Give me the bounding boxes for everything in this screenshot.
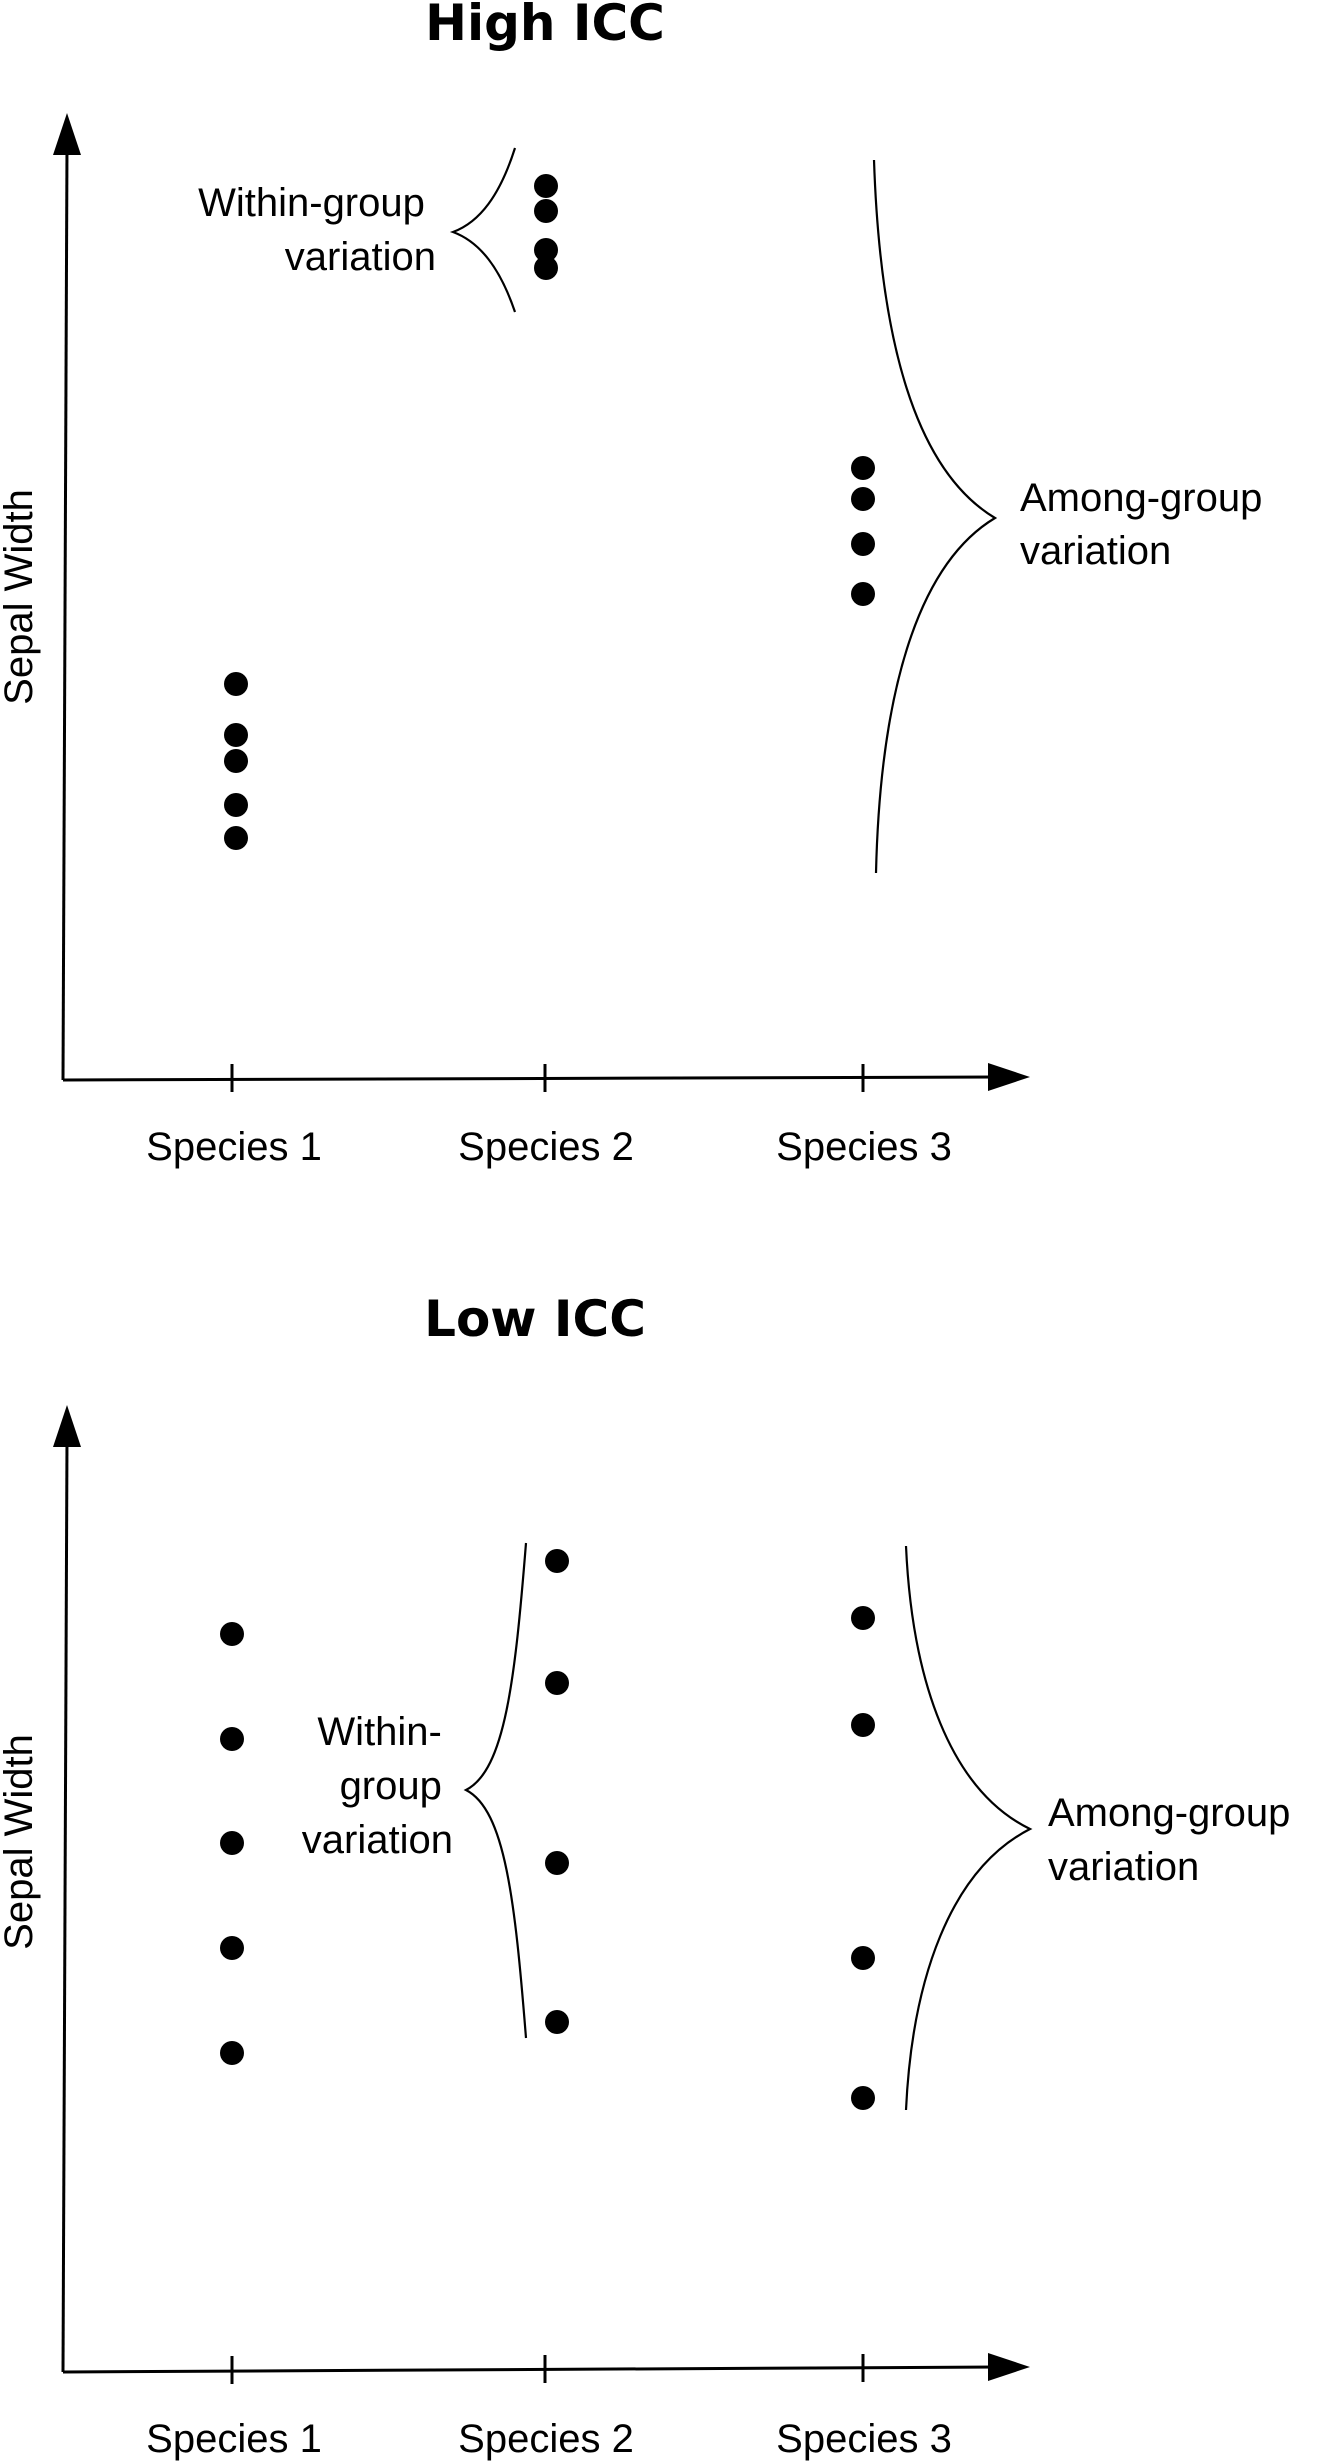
panel-low-icc: Low ICC Species 1 Species 2 Species 3 Se… [0,1290,1302,2461]
data-point [220,2041,244,2065]
y-axis-label: Sepal Width [0,489,41,705]
among-group-label-line: Among-group [1048,1791,1290,1835]
panel-high-icc: High ICC Species 1 Species 2 Species 3 S… [0,0,1274,1169]
data-point [534,199,558,223]
data-point [851,456,875,480]
data-point [534,238,558,262]
x-tick-label: Species 3 [776,1125,952,1169]
y-axis-arrowhead [53,1405,81,1447]
y-axis [61,1437,69,2373]
data-point [220,1936,244,1960]
data-point [545,2010,569,2034]
data-point [545,1851,569,1875]
within-group-label-line: variation [285,235,436,279]
data-point [851,2086,875,2110]
x-axis-arrowhead [988,2353,1030,2381]
y-axis-label: Sepal Width [0,1734,41,1950]
among-group-label-line: Among-group [1020,476,1262,520]
among-group-label-line: variation [1020,529,1171,573]
data-point [220,1622,244,1646]
data-point [224,723,248,747]
data-point [220,1727,244,1751]
within-group-brace [449,147,517,313]
data-point [851,487,875,511]
y-axis-arrowhead [53,113,81,155]
y-axis [61,144,69,1081]
within-group-label-line: variation [302,1818,453,1862]
x-tick-label: Species 3 [776,2417,952,2461]
among-group-label-line: variation [1048,1845,1199,1889]
data-point [224,672,248,696]
x-axis [62,2365,999,2374]
data-point [851,1606,875,1630]
data-point [534,174,558,198]
data-point [851,532,875,556]
x-tick-label: Species 2 [458,1125,634,1169]
data-point [534,256,558,280]
data-point [545,1549,569,1573]
among-group-label: Among-group variation [1020,476,1274,573]
data-point [851,582,875,606]
data-point [224,826,248,850]
x-axis-arrowhead [988,1063,1030,1091]
data-point [851,1946,875,1970]
among-group-label: Among-group variation [1048,1791,1302,1889]
data-point [224,749,248,773]
data-point [851,1713,875,1737]
within-group-label-line: Within-group [198,181,425,225]
within-group-label: Within-group variation [198,181,436,279]
within-group-brace [463,1542,528,2039]
data-point [220,1831,244,1855]
x-tick-label: Species 1 [146,1125,322,1169]
panel-title: High ICC [425,0,665,52]
panel-title: Low ICC [424,1290,646,1348]
x-tick-label: Species 1 [146,2417,322,2461]
x-axis [62,1075,999,1082]
data-point [545,1671,569,1695]
among-group-brace [904,1545,1033,2111]
within-group-label-line: Within- [317,1710,441,1754]
data-point [224,793,248,817]
within-group-label-line: group [340,1764,442,1808]
within-group-label: Within- group variation [302,1710,453,1862]
among-group-brace [872,159,998,874]
x-tick-label: Species 2 [458,2417,634,2461]
